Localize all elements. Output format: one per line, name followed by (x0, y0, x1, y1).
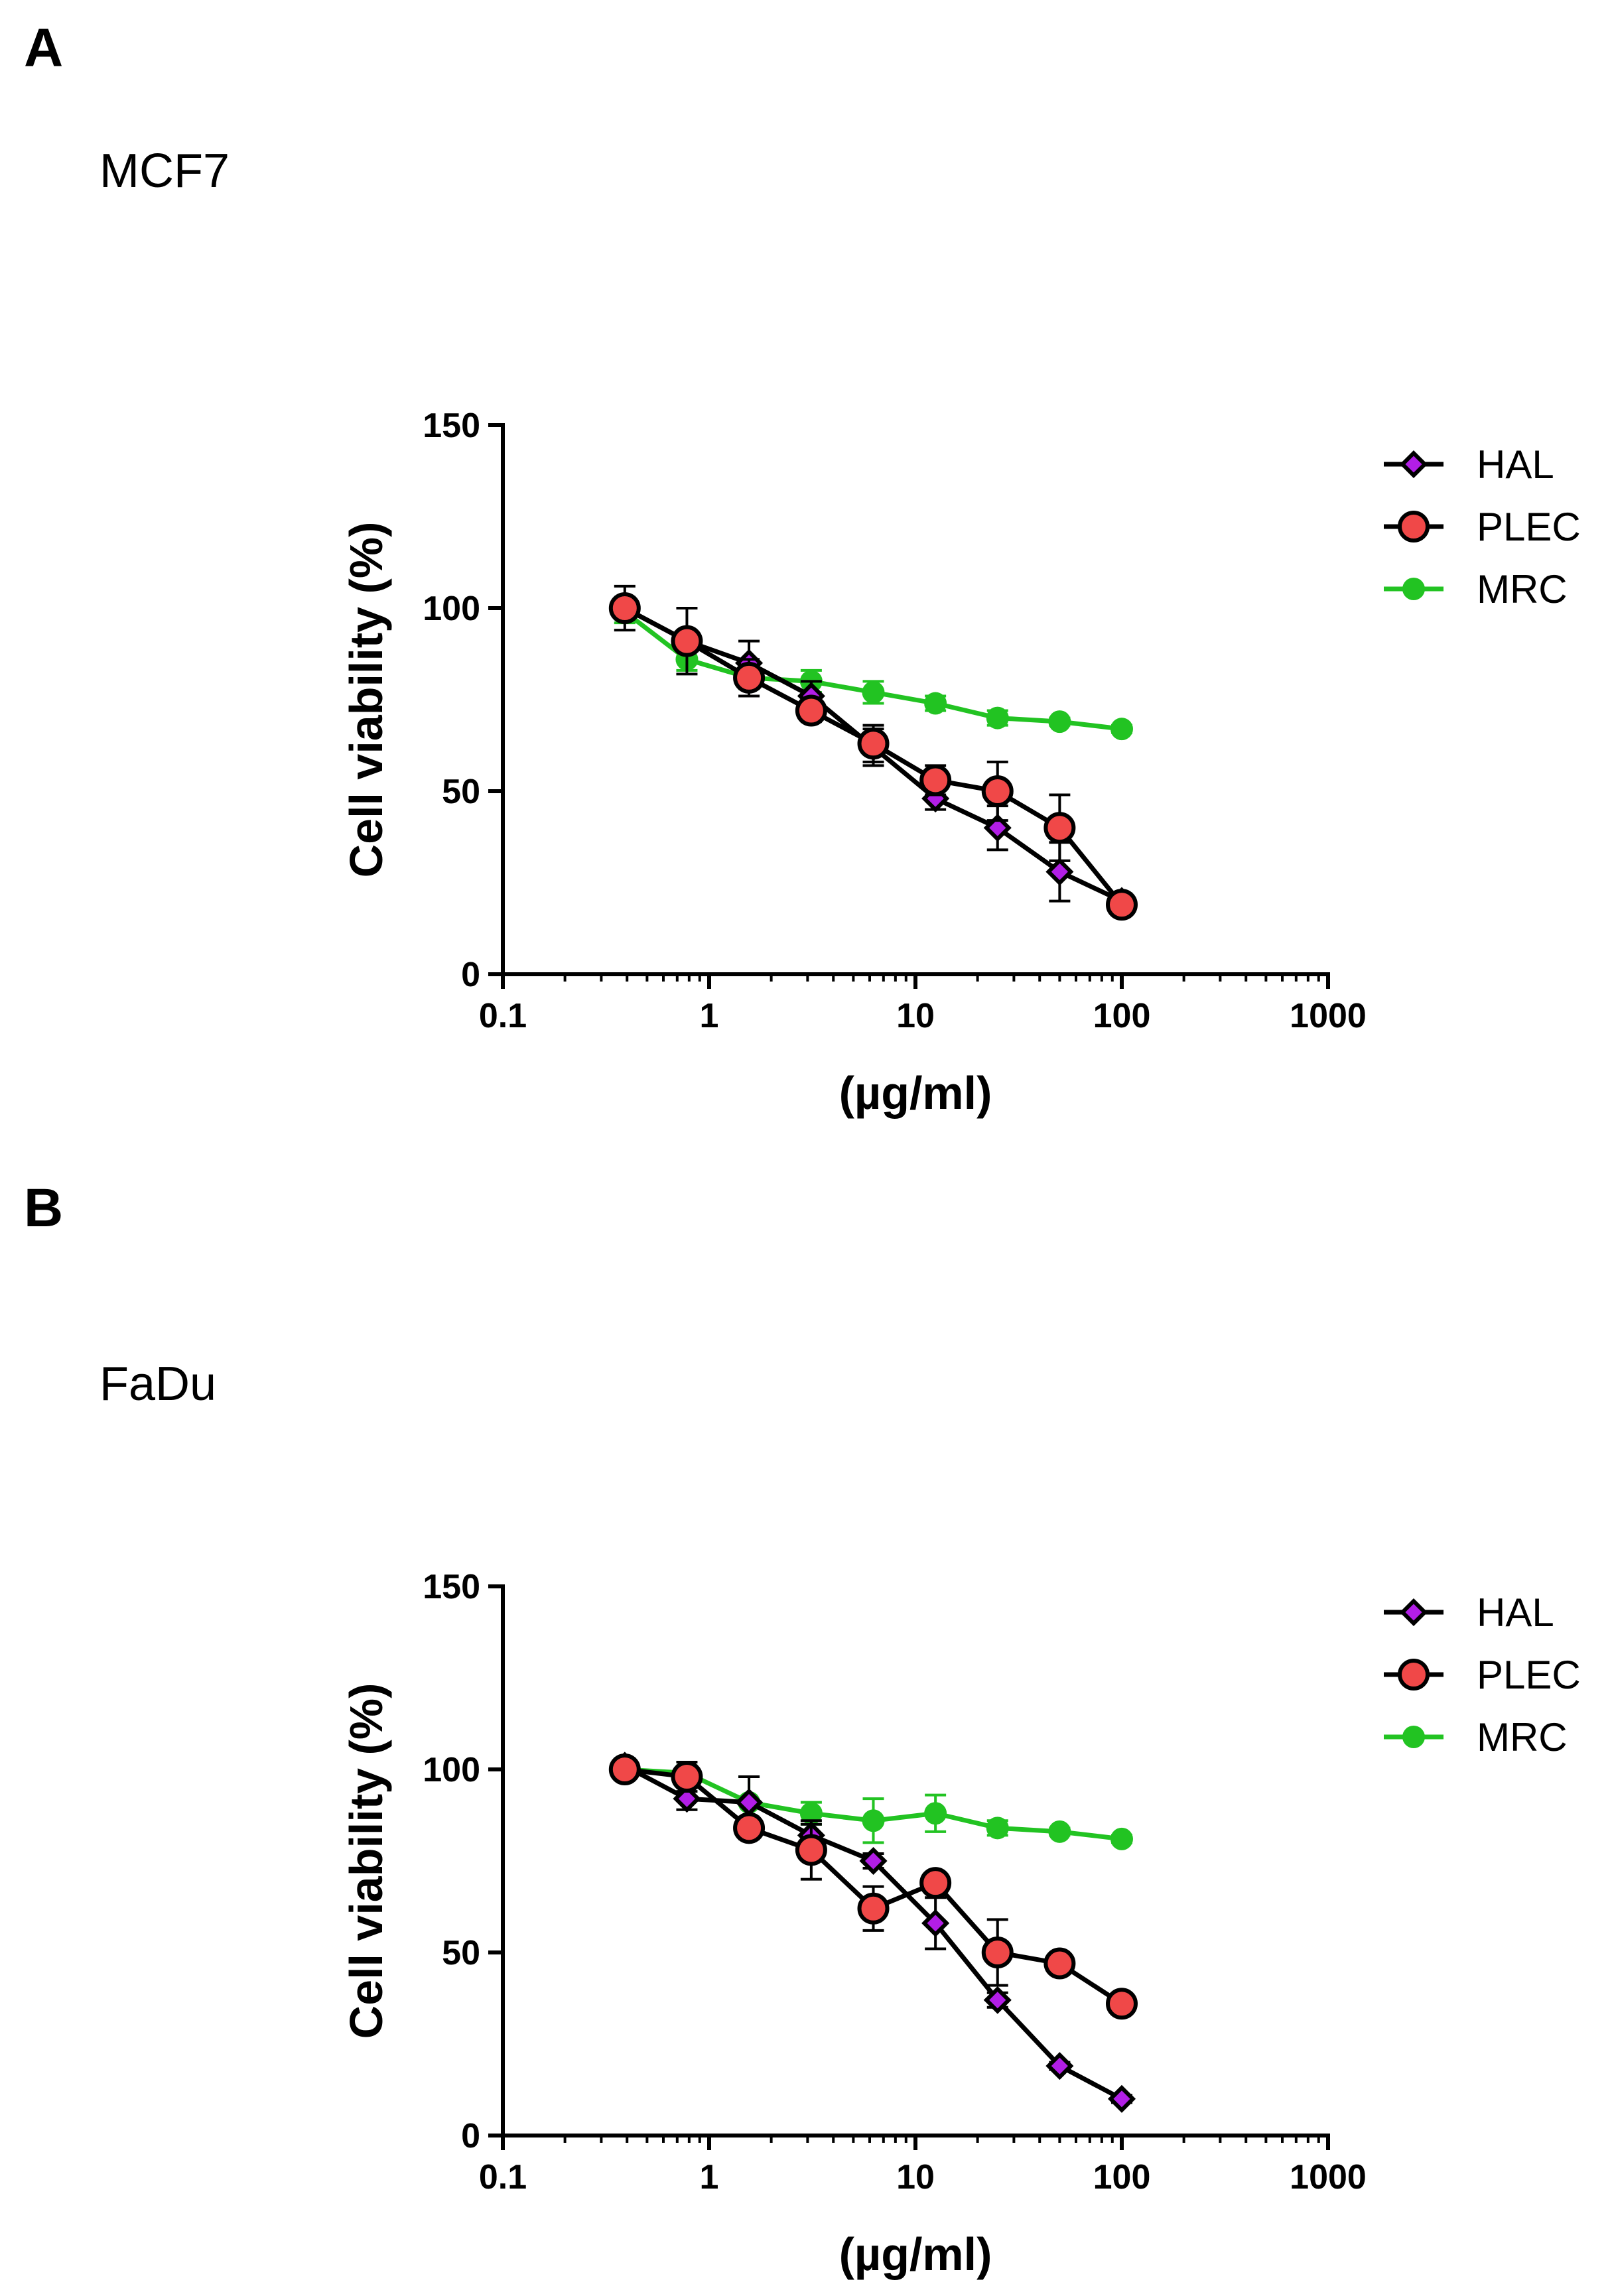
series-plec (608, 1754, 1138, 2020)
data-point (733, 1812, 766, 1844)
data-point (608, 1754, 641, 1785)
data-point (857, 1892, 890, 1925)
legend-label: PLEC (1477, 1653, 1581, 1697)
x-axis-title: (µg/ml) (839, 1067, 992, 1119)
series-line (623, 609, 1122, 732)
data-point (921, 1909, 950, 1937)
legend-label: MRC (1477, 567, 1568, 611)
data-point (733, 661, 766, 694)
data-point (981, 1937, 1014, 1968)
x-tick-label: 1000 (1290, 997, 1367, 1035)
y-axis-title: Cell viability (%) (340, 522, 392, 878)
data-point (919, 1867, 952, 1899)
data-point (799, 1802, 823, 1825)
legend-marker (1402, 1726, 1425, 1748)
data-point (673, 1785, 701, 1813)
data-point (983, 814, 1012, 842)
viability-chart-fadu: 0 50 100 150 0.1 1 10 100 1000 (µg/ml) Cell viabil… (340, 1568, 1581, 2280)
legend-label: MRC (1477, 1715, 1568, 1759)
legend: HAL PLEC MRC (1384, 442, 1581, 611)
x-axis-title: (µg/ml) (839, 2228, 992, 2280)
series-mrc (613, 599, 1133, 741)
cell-line-label: MCF7 (100, 145, 230, 198)
data-point (1048, 1820, 1071, 1843)
data-point (1045, 2052, 1074, 2080)
panel-a: A MCF7 0 50 100 150 0.1 1 10 100 1000 (µg/ml) Cell… (24, 18, 1581, 1119)
legend-item-mrc: MRC (1384, 567, 1568, 611)
data-point (981, 775, 1014, 807)
legend-label: HAL (1477, 1590, 1554, 1635)
legend-marker (1402, 578, 1425, 600)
data-point (1106, 1988, 1138, 2020)
data-point (924, 692, 947, 715)
data-point (919, 764, 952, 797)
data-point (1043, 1947, 1076, 1980)
data-point (671, 1761, 703, 1793)
legend-item-hal: HAL (1384, 1590, 1554, 1635)
panel-letter: B (24, 1178, 64, 1238)
y-tick-label: 100 (423, 590, 480, 628)
x-tick-label: 100 (1093, 997, 1151, 1035)
data-point (862, 680, 885, 704)
data-point (1110, 718, 1133, 741)
legend-item-mrc: MRC (1384, 1715, 1568, 1759)
legend: HAL PLEC MRC (1384, 1590, 1581, 1759)
legend-marker (1398, 511, 1430, 542)
x-tick-label: 0.1 (479, 997, 527, 1035)
panel-b: B FaDu 0 50 100 150 0.1 1 10 100 1000 (µg/ml) Cell… (0, 1148, 1612, 2296)
data-point (986, 1817, 1009, 1840)
data-point (1107, 2084, 1136, 2113)
legend-label: HAL (1477, 442, 1554, 487)
cell-line-label: FaDu (100, 1358, 217, 1411)
data-point (1043, 812, 1076, 844)
legend-item-plec: PLEC (1384, 505, 1581, 549)
data-point (857, 728, 890, 760)
x-tick-label: 1000 (1290, 2158, 1367, 2197)
data-point (986, 706, 1009, 730)
data-point (608, 592, 641, 624)
legend-marker (1399, 450, 1428, 479)
legend-label: PLEC (1477, 505, 1581, 549)
data-point (1106, 889, 1138, 921)
y-tick-label: 0 (461, 2117, 480, 2155)
legend-marker (1399, 1598, 1428, 1627)
data-point (1048, 710, 1071, 733)
data-point (795, 1834, 827, 1866)
data-point (1110, 1827, 1133, 1850)
data-point (859, 1846, 888, 1876)
data-point (671, 625, 703, 657)
viability-chart-mcf7: 0 50 100 150 0.1 1 10 100 1000 (µg/ml) Cell viabil… (340, 407, 1581, 1119)
data-point (862, 1809, 885, 1832)
data-point (983, 1986, 1012, 2014)
legend-item-plec: PLEC (1384, 1653, 1581, 1697)
legend-item-hal: HAL (1384, 442, 1554, 487)
legend-marker (1398, 1659, 1430, 1690)
x-tick-label: 100 (1093, 2158, 1151, 2197)
series-plec (608, 592, 1138, 921)
panel-letter: A (24, 18, 64, 78)
y-tick-label: 100 (423, 1751, 480, 1789)
y-tick-label: 50 (442, 773, 480, 811)
y-axis-title: Cell viability (%) (340, 1683, 392, 2039)
y-tick-label: 150 (423, 407, 480, 445)
data-point (924, 1802, 947, 1825)
x-tick-label: 10 (896, 997, 935, 1035)
y-tick-label: 0 (461, 956, 480, 994)
y-tick-label: 150 (423, 1568, 480, 1606)
x-tick-label: 10 (896, 2158, 935, 2197)
data-point (1045, 858, 1074, 886)
x-tick-label: 1 (700, 2158, 719, 2197)
x-tick-label: 1 (700, 997, 719, 1035)
y-tick-label: 50 (442, 1934, 480, 1972)
x-tick-label: 0.1 (479, 2158, 527, 2197)
data-point (795, 694, 827, 727)
